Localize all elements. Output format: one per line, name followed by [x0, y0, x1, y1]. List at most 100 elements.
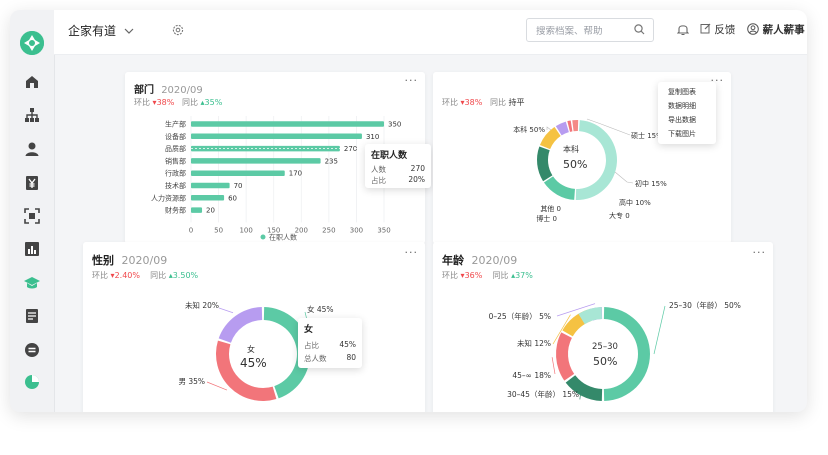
slice-label: 30–45（年龄） 15%	[507, 389, 579, 399]
donut-slice	[543, 176, 575, 200]
x-tick-label: 150	[267, 226, 280, 234]
more-menu-icon[interactable]: ···	[404, 246, 418, 259]
tongbi-label: 同比	[489, 98, 506, 107]
gender-card: 性别 2020/09 ··· 环比 ▾2.40% 同比 ▴3.50% 女 45%…	[83, 242, 425, 412]
tooltip-title: 女	[304, 325, 314, 335]
arrow-down-icon: ▾	[460, 271, 465, 280]
bar	[191, 182, 230, 189]
company-switcher[interactable]: 企家有道	[68, 22, 134, 39]
bar-chart-icon[interactable]	[24, 241, 40, 257]
data-label: 270	[344, 145, 357, 153]
tooltip-title: 在职人数	[371, 151, 408, 161]
org-chart-icon[interactable]	[24, 107, 40, 123]
leader-line	[614, 171, 634, 184]
circle-minus-icon[interactable]	[24, 342, 40, 358]
bar	[191, 207, 203, 213]
app-logo[interactable]	[20, 31, 44, 55]
avatar-icon	[747, 23, 759, 35]
leader-line	[552, 314, 571, 345]
x-tick-label: 200	[295, 226, 308, 234]
department-bar-chart: 0 50 100 150 200 250 300 350 生产部 350 设备部 310 品质部 270 销…	[151, 116, 401, 242]
top-bar: 企家有道 反馈 薪人薪事	[54, 10, 807, 55]
user-menu[interactable]: 薪人薪事	[747, 22, 805, 37]
legend-label: 在职人数	[269, 233, 297, 242]
leader-line	[218, 307, 234, 314]
x-tick-label: 100	[239, 226, 252, 234]
slice-label: 女 45%	[307, 304, 334, 314]
card-date: 2020/09	[161, 85, 203, 96]
x-tick-label: 300	[350, 226, 363, 234]
department-card: 部门 2020/09 ··· 环比 ▾38% 同比 ▴35% 0 50 100 150…	[125, 72, 431, 244]
pie-chart-icon[interactable]	[24, 374, 40, 390]
bell-icon[interactable]	[677, 23, 689, 36]
slice-label: 博士 0	[536, 214, 557, 223]
card-date: 2020/09	[121, 254, 168, 267]
data-label: 60	[228, 194, 237, 202]
tongbi-value: 37%	[515, 271, 533, 280]
scan-icon[interactable]	[24, 208, 40, 224]
donut-center-value: 45%	[240, 356, 267, 370]
settings-gear-icon[interactable]	[172, 24, 184, 36]
menu-item-copy-chart[interactable]: 复制图表	[668, 88, 696, 96]
more-menu-icon[interactable]: ···	[404, 74, 418, 87]
donut-center-label: 25–30	[592, 342, 618, 352]
slice-label: 初中 15%	[635, 179, 667, 188]
search-input[interactable]	[536, 26, 632, 37]
yen-icon[interactable]	[24, 175, 40, 191]
donut-slice	[537, 146, 553, 182]
bar	[191, 121, 384, 127]
tongbi-value: 3.50%	[172, 271, 199, 280]
search-icon[interactable]	[634, 24, 645, 35]
donut-slice	[565, 375, 603, 401]
tooltip-row1-value: 270	[410, 164, 425, 173]
tongbi-label: 同比	[181, 98, 198, 107]
card-title: 性别	[92, 254, 114, 267]
graduation-cap-icon[interactable]	[24, 275, 40, 291]
menu-item-data-detail[interactable]: 数据明细	[668, 102, 696, 110]
tooltip-row1-value: 45%	[339, 340, 356, 349]
huanbi-label: 环比	[92, 271, 108, 280]
tooltip-row2-label: 占比	[371, 176, 386, 185]
category-label: 品质部	[165, 144, 186, 153]
bar	[191, 170, 285, 176]
department-tooltip: 在职人数 人数 270 占比 20%	[365, 144, 431, 188]
search-box	[526, 18, 654, 42]
data-label: 350	[388, 121, 401, 129]
user-icon[interactable]	[24, 141, 40, 157]
arrow-up-icon: ▴	[511, 271, 516, 280]
chart-context-menu: 复制图表 数据明细 导出数据 下载图片	[658, 82, 716, 144]
category-label: 财务部	[165, 206, 186, 215]
category-label: 人力资源部	[151, 193, 186, 202]
x-tick-label: 250	[322, 226, 335, 234]
more-menu-icon[interactable]: ···	[752, 246, 766, 259]
tooltip-row2-value: 80	[346, 353, 356, 362]
card-title: 部门	[134, 85, 154, 96]
data-label: 20	[206, 207, 215, 215]
tongbi-label: 同比	[150, 271, 167, 280]
bar	[191, 133, 362, 140]
arrow-down-icon: ▾	[110, 271, 115, 280]
bar	[191, 158, 321, 164]
document-icon[interactable]	[24, 308, 40, 324]
slice-label: 45–∞ 18%	[512, 371, 551, 380]
feedback-button[interactable]: 反馈	[700, 22, 735, 37]
slice-label: 本科 50%	[513, 125, 545, 134]
home-icon[interactable]	[24, 74, 40, 90]
huanbi-label: 环比	[442, 271, 458, 280]
slice-label: 未知 12%	[517, 338, 551, 348]
category-label: 销售部	[165, 156, 186, 165]
donut-slice	[578, 307, 602, 325]
donut-center-value: 50%	[563, 158, 588, 171]
tooltip-row2-label: 总人数	[304, 354, 327, 363]
sidebar	[10, 10, 55, 412]
tongbi-value: 持平	[508, 98, 525, 107]
menu-item-download-image[interactable]: 下载图片	[668, 130, 696, 138]
arrow-down-icon: ▾	[460, 98, 465, 107]
leader-line	[556, 303, 596, 317]
app-window: 企家有道 反馈 薪人薪事 部门 2020/09 ··· 环比 ▾38% 同比	[10, 10, 807, 412]
huanbi-value: 38%	[464, 98, 483, 107]
user-name: 薪人薪事	[762, 24, 805, 36]
x-tick-label: 0	[189, 226, 193, 234]
menu-item-export-data[interactable]: 导出数据	[668, 116, 696, 124]
arrow-up-icon: ▴	[200, 98, 205, 107]
